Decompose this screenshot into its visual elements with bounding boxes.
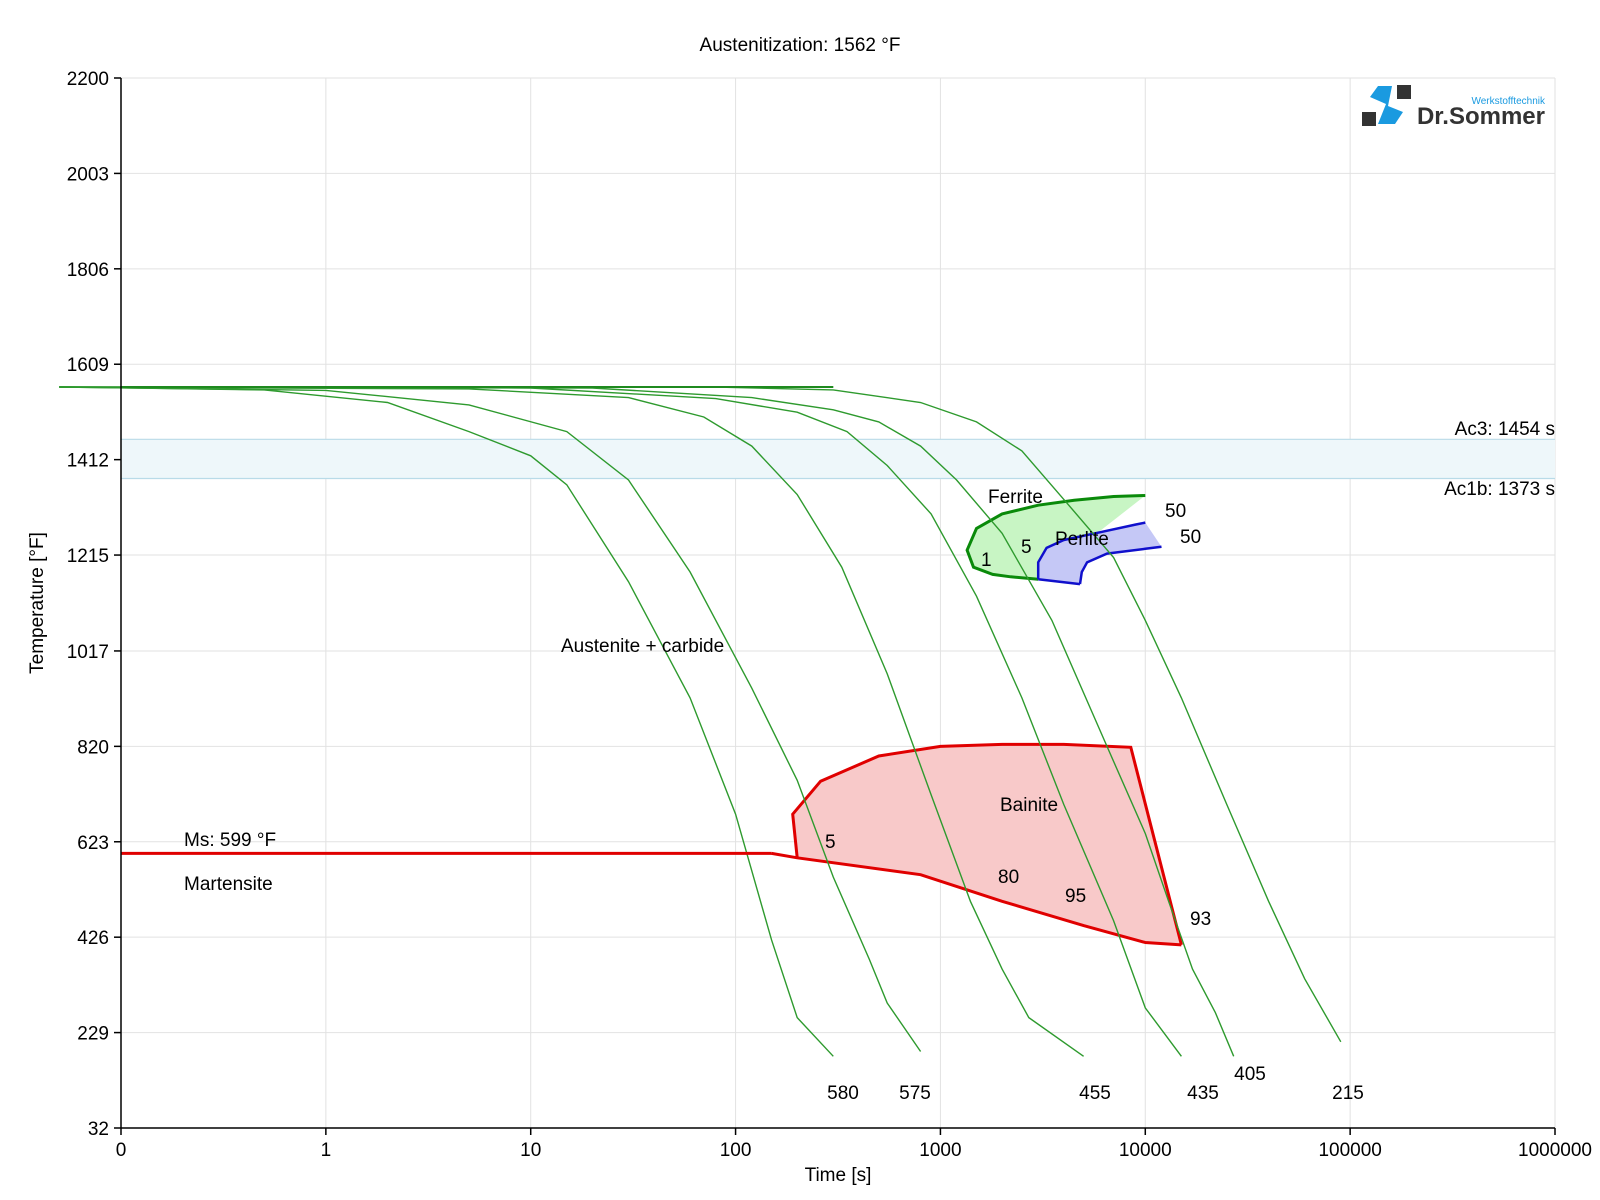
logo-name: Dr.Sommer [1417,103,1545,130]
x-tick-label-1000: 1000 [919,1140,961,1161]
cooling-curve-575 [59,386,922,1052]
cooling-curve-215 [59,386,1342,1043]
ac3-label: Ac3: 1454 s [1455,419,1555,440]
y-tick-label-229: 229 [77,1024,109,1045]
labels: Austenitization: 1562 °F Time [s] Temper… [27,35,1555,1186]
end-label-580: 580 [827,1083,859,1104]
phase-regions [771,494,1183,947]
y-tick-label-1017: 1017 [67,642,109,663]
austenite-label: Austenite + carbide [561,636,724,657]
critical-temperature-band [121,438,1555,480]
ac1b-label: Ac1b: 1373 s [1444,479,1555,500]
logo-s-shape-icon [1370,86,1403,124]
y-axis-label: Temperature [°F] [27,532,48,674]
y-tick-label-1609: 1609 [67,355,109,376]
ac-band-fill [121,439,1555,479]
chart-title: Austenitization: 1562 °F [700,35,901,56]
logo-square-dark-2 [1397,85,1411,99]
ferrite-region-fill [967,495,1146,580]
ferrite-region-outline [965,494,1146,581]
ferrite-pct-5: 5 [1021,537,1032,558]
cooling-curve-455 [59,386,1085,1057]
x-tick-label-100000: 100000 [1318,1140,1381,1161]
x-tick-label-100: 100 [720,1140,752,1161]
bainite-label: Bainite [1000,795,1058,816]
bainite-pct-95: 95 [1065,886,1086,907]
y-tick-label-32: 32 [88,1119,109,1140]
y-tick-label-623: 623 [77,833,109,854]
cooling-curve-580 [59,386,834,1057]
y-tick-label-426: 426 [77,928,109,949]
ms-label: Ms: 599 °F [184,830,276,851]
perlite-region-base [1038,578,1081,586]
perlite-label: Perlite [1055,529,1109,550]
bainite-pct-5: 5 [825,832,836,853]
y-tick-label-820: 820 [77,737,109,758]
ferrite-pct-1: 1 [981,550,992,571]
x-tick-label-10: 10 [520,1140,541,1161]
end-label-405: 405 [1234,1064,1266,1085]
perlite-region-outline [1036,521,1146,580]
x-tick-label-10000: 10000 [1119,1140,1172,1161]
y-tick-label-1412: 1412 [67,451,109,472]
x-axis-label: Time [s] [805,1165,872,1186]
perlite-region-fill [1038,522,1162,585]
martensite-label: Martensite [184,874,273,895]
x-tick-label-0: 0 [116,1140,127,1161]
y-tick-label-1806: 1806 [67,260,109,281]
ferrite-label: Ferrite [988,487,1043,508]
logo-subtitle: Werkstofftechnik [1471,96,1546,107]
perlite-pct-50: 50 [1180,527,1201,548]
bainite-region-fill [792,744,1182,945]
x-tick-label-1000000: 1000000 [1518,1140,1592,1161]
dr-sommer-logo: Werkstofftechnik Dr.Sommer [1362,85,1546,130]
axes: 0 1 10 100 1000 10000 100000 100000022002003180… [67,69,1592,1161]
logo-square-dark-1 [1362,112,1376,126]
ferrite-pct-50: 50 [1165,501,1186,522]
end-label-435: 435 [1187,1083,1219,1104]
end-label-575: 575 [899,1083,931,1104]
bainite-region-outline [791,742,1183,946]
perlite-region-bottom [1078,545,1162,585]
cooling-curves [59,385,1342,1057]
bainite-pct-93: 93 [1190,909,1211,930]
grid [120,77,1556,1129]
x-tick-label-1: 1 [321,1140,332,1161]
bainite-region-bottom [771,851,1182,947]
y-tick-label-2200: 2200 [67,69,109,90]
y-tick-label-2003: 2003 [67,164,109,185]
end-label-455: 455 [1079,1083,1111,1104]
bainite-pct-80: 80 [998,867,1019,888]
y-tick-label-1215: 1215 [67,546,109,567]
cooling-curve-435 [59,386,1182,1057]
cooling-curve-405 [59,386,1235,1057]
end-label-215: 215 [1332,1083,1364,1104]
